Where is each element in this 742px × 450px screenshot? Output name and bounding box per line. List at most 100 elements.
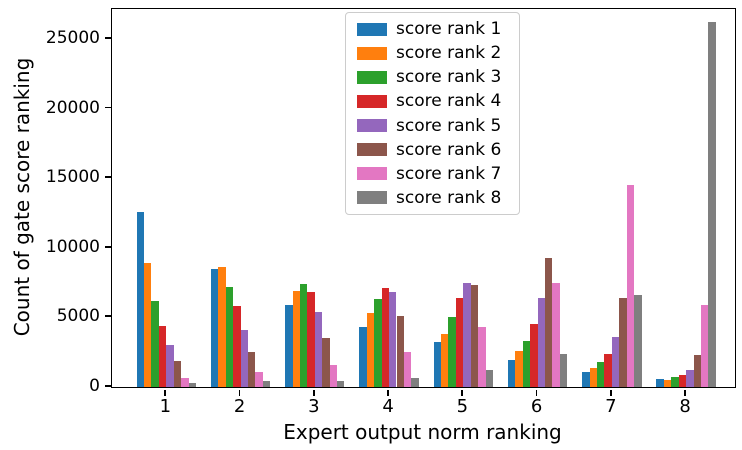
bar-score-rank-5-cat-4 <box>389 292 397 387</box>
y-tick-label: 20000 <box>45 97 100 118</box>
bar-score-rank-6-cat-6 <box>545 257 553 387</box>
bar-score-rank-2-cat-7 <box>589 367 597 387</box>
bar-score-rank-1-cat-6 <box>507 359 516 387</box>
legend-label: score rank 5 <box>396 115 502 136</box>
bar-score-rank-1-cat-2 <box>210 268 219 387</box>
bar-score-rank-1-cat-3 <box>285 304 293 387</box>
bar-score-rank-6-cat-8 <box>693 354 701 387</box>
x-tick-mark <box>684 389 687 396</box>
bar-score-rank-2-cat-3 <box>292 290 300 387</box>
y-tick-label: 15000 <box>45 167 100 188</box>
x-tick-mark <box>461 389 464 396</box>
y-tick-label: 5000 <box>56 306 100 327</box>
bar-score-rank-8-cat-7 <box>634 295 642 387</box>
bar-score-rank-8-cat-8 <box>708 21 716 387</box>
legend-swatch-icon <box>357 167 387 181</box>
bar-score-rank-3-cat-5 <box>448 317 456 387</box>
y-tick-mark <box>105 37 111 39</box>
bar-score-rank-7-cat-6 <box>552 282 560 387</box>
bar-score-rank-8-cat-6 <box>559 353 568 387</box>
bar-score-rank-7-cat-7 <box>626 185 635 387</box>
y-tick-mark <box>105 245 111 248</box>
legend-item: score rank 4 <box>357 90 509 112</box>
legend-label: score rank 7 <box>396 163 502 184</box>
x-tick-label: 1 <box>159 396 172 417</box>
y-tick-mark <box>105 385 111 387</box>
legend-label: score rank 3 <box>396 67 502 88</box>
legend-label: score rank 2 <box>396 43 502 64</box>
bar-score-rank-5-cat-1 <box>166 345 174 387</box>
bar-score-rank-7-cat-1 <box>181 377 189 387</box>
bar-score-rank-6-cat-5 <box>470 285 479 387</box>
bar-score-rank-2-cat-8 <box>663 380 672 387</box>
x-tick-mark <box>535 389 538 396</box>
bar-score-rank-6-cat-4 <box>396 316 404 387</box>
legend-item: score rank 6 <box>357 139 509 161</box>
bar-score-rank-5-cat-7 <box>611 336 620 387</box>
y-tick-label: 0 <box>89 376 100 396</box>
bar-score-rank-8-cat-2 <box>262 381 271 387</box>
x-tick-label: 2 <box>233 396 246 417</box>
legend-swatch-icon <box>357 143 387 157</box>
x-tick-mark <box>387 389 389 396</box>
y-tick-mark <box>105 176 111 179</box>
bar-score-rank-4-cat-4 <box>381 288 390 387</box>
bar-score-rank-5-cat-5 <box>463 282 471 387</box>
x-tick-label: 5 <box>456 396 469 417</box>
plot-area: score rank 1 score rank 2 score rank 3 scor… <box>111 8 736 388</box>
bar-score-rank-7-cat-3 <box>329 365 338 387</box>
legend-item: score rank 5 <box>357 115 509 137</box>
bar-score-rank-8-cat-5 <box>485 370 493 387</box>
x-tick-label: 4 <box>382 396 394 417</box>
x-tick-label: 8 <box>679 396 691 417</box>
legend-swatch-icon <box>357 22 387 36</box>
bar-score-rank-7-cat-8 <box>700 304 709 387</box>
bar-score-rank-2-cat-5 <box>441 334 449 387</box>
bar-score-rank-6-cat-1 <box>173 360 182 387</box>
x-tick-label: 6 <box>530 396 543 417</box>
bar-score-rank-4-cat-8 <box>678 375 687 387</box>
bar-score-rank-2-cat-4 <box>366 313 375 387</box>
y-tick-mark <box>105 106 111 109</box>
legend-swatch-icon <box>357 119 387 133</box>
x-tick-mark <box>238 389 241 396</box>
legend: score rank 1 score rank 2 score rank 3 scor… <box>345 12 520 215</box>
bar-score-rank-8-cat-4 <box>411 377 419 387</box>
legend-label: score rank 8 <box>396 187 502 208</box>
x-tick-label: 3 <box>308 396 320 417</box>
y-tick-label: 25000 <box>45 27 100 48</box>
bar-score-rank-5-cat-3 <box>314 311 323 387</box>
legend-label: score rank 6 <box>396 139 502 160</box>
bar-score-rank-5-cat-8 <box>686 370 694 387</box>
legend-swatch-icon <box>357 94 387 108</box>
legend-item: score rank 1 <box>357 18 509 40</box>
bar-score-rank-1-cat-1 <box>136 211 144 387</box>
legend-swatch-icon <box>357 191 387 205</box>
bar-score-rank-1-cat-4 <box>359 327 367 387</box>
bar-score-rank-5-cat-6 <box>537 297 545 387</box>
legend-item: score rank 2 <box>357 42 509 64</box>
bar-score-rank-1-cat-8 <box>656 378 664 387</box>
bar-score-rank-7-cat-2 <box>255 372 263 387</box>
x-tick-mark <box>164 389 167 396</box>
legend-item: score rank 3 <box>357 66 509 88</box>
bar-score-rank-4-cat-7 <box>604 353 612 387</box>
bar-score-rank-7-cat-5 <box>478 327 486 387</box>
bar-score-rank-3-cat-3 <box>299 283 308 387</box>
bar-score-rank-3-cat-7 <box>597 361 605 387</box>
legend-swatch-icon <box>357 70 387 84</box>
bar-score-rank-4-cat-2 <box>233 306 241 387</box>
bar-score-rank-5-cat-2 <box>240 329 248 387</box>
y-tick-label: 10000 <box>45 236 100 257</box>
bar-score-rank-2-cat-2 <box>218 266 226 387</box>
legend-label: score rank 4 <box>396 91 502 112</box>
bar-score-rank-2-cat-6 <box>515 350 523 387</box>
bar-score-rank-1-cat-5 <box>433 342 442 387</box>
x-tick-mark <box>312 389 315 396</box>
bar-score-rank-4-cat-5 <box>455 297 464 387</box>
x-tick-mark <box>609 389 612 396</box>
x-axis-label: Expert output norm ranking <box>283 420 562 444</box>
x-tick-label: 7 <box>605 396 617 417</box>
bar-score-rank-1-cat-7 <box>582 371 590 387</box>
